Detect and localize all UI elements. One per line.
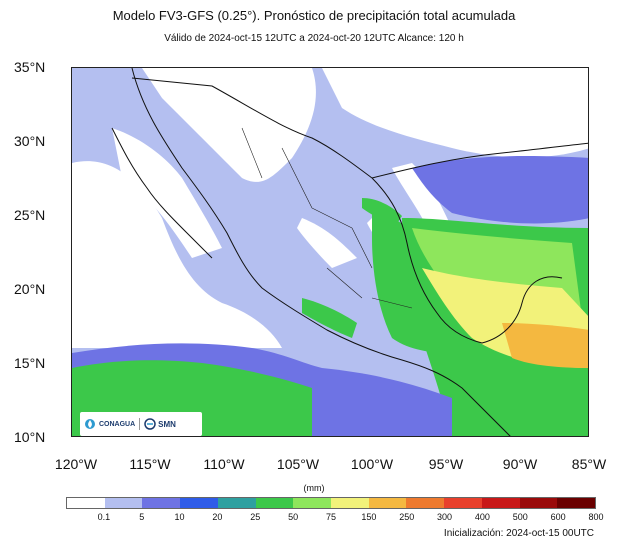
colorbar-segment xyxy=(406,498,445,508)
smn-logo-text: SMN xyxy=(158,419,176,429)
coastline-pacific xyxy=(131,68,511,436)
colorbar-label: 0.1 xyxy=(97,512,111,522)
lon-tick-115: 115°W xyxy=(129,456,171,472)
colorbar-segment xyxy=(557,498,596,508)
dry-area-gulf xyxy=(392,163,452,238)
colorbar-label: 800 xyxy=(588,512,604,522)
pacific-south-blue xyxy=(322,368,452,436)
dry-area-baja xyxy=(112,128,222,258)
lat-tick-35: 35°N xyxy=(14,59,46,75)
colorbar-segment xyxy=(67,498,105,508)
map-panel xyxy=(71,67,589,437)
colorbar-segment xyxy=(331,498,369,508)
water-drop-icon xyxy=(85,419,95,429)
lon-tick-105: 105°W xyxy=(276,456,320,472)
colorbar-segment xyxy=(217,498,256,508)
lon-tick-100: 100°W xyxy=(350,456,394,472)
lat-tick-30: 30°N xyxy=(14,133,46,149)
colorbar-label: 150 xyxy=(361,512,377,522)
weather-icon xyxy=(144,418,156,430)
colorbar-segment xyxy=(368,498,407,508)
conagua-logo-text: CONAGUA xyxy=(99,420,136,428)
colorbar-labels: 0.1 5 10 20 25 50 75 150 250 300 400 500 600 800 xyxy=(66,512,604,524)
lat-tick-25: 25°N xyxy=(14,207,46,223)
colorbar xyxy=(66,497,596,509)
coastline-baja xyxy=(111,127,213,259)
lon-tick-95: 95°W xyxy=(428,456,464,472)
coastline-gulf xyxy=(371,177,563,344)
conagua-logo: CONAGUA xyxy=(84,418,135,430)
colorbar-segment xyxy=(180,498,218,508)
logo-panel: CONAGUA SMN xyxy=(80,412,202,436)
colorbar-label: 20 xyxy=(212,512,223,522)
coastline-us-gulf xyxy=(371,142,588,179)
dry-area-texas xyxy=(322,68,588,158)
orange-zone xyxy=(502,323,588,368)
map-subtitle: Válido de 2024-oct-15 12UTC a 2024-oct-2… xyxy=(164,33,464,44)
colorbar-label: 50 xyxy=(288,512,299,522)
colorbar-label: 600 xyxy=(550,512,566,522)
colorbar-segment xyxy=(519,498,558,508)
lon-tick-120: 120°W xyxy=(54,456,98,472)
precipitation-map xyxy=(72,68,588,436)
colorbar-label: 250 xyxy=(399,512,415,522)
gulf-blue-band xyxy=(412,156,588,224)
colorbar-segment xyxy=(104,498,143,508)
colorbar-segment xyxy=(444,498,482,508)
colorbar-units: (mm) xyxy=(303,483,325,493)
north-gulf-green xyxy=(362,198,402,228)
mid-pacific-green xyxy=(302,298,357,338)
lat-tick-20: 20°N xyxy=(14,281,46,297)
colorbar-label: 25 xyxy=(250,512,261,522)
state-borders xyxy=(241,127,413,309)
dry-area-pacific xyxy=(72,161,282,348)
dry-area-central xyxy=(297,218,357,268)
initialization-text: Inicialización: 2024-oct-15 00UTC xyxy=(443,528,594,539)
lon-tick-90: 90°W xyxy=(502,456,538,472)
colorbar-label: 300 xyxy=(437,512,453,522)
lon-tick-85: 85°W xyxy=(571,456,607,472)
colorbar-label: 400 xyxy=(474,512,490,522)
lon-tick-110: 110°W xyxy=(203,456,245,472)
map-title: Modelo FV3-GFS (0.25°). Pronóstico de pr… xyxy=(112,8,516,23)
colorbar-segment xyxy=(255,498,294,508)
dry-area-sonora xyxy=(142,68,316,182)
lat-tick-10: 10°N xyxy=(14,429,46,445)
colorbar-segment xyxy=(293,498,332,508)
colorbar-label: 10 xyxy=(174,512,185,522)
lat-tick-15: 15°N xyxy=(14,355,46,371)
smn-logo: SMN xyxy=(139,418,176,430)
colorbar-label: 5 xyxy=(139,512,145,522)
colorbar-segment xyxy=(481,498,520,508)
colorbar-segment xyxy=(142,498,181,508)
colorbar-label: 75 xyxy=(325,512,337,522)
border-us-mexico xyxy=(131,77,373,179)
colorbar-label: 500 xyxy=(512,512,528,522)
